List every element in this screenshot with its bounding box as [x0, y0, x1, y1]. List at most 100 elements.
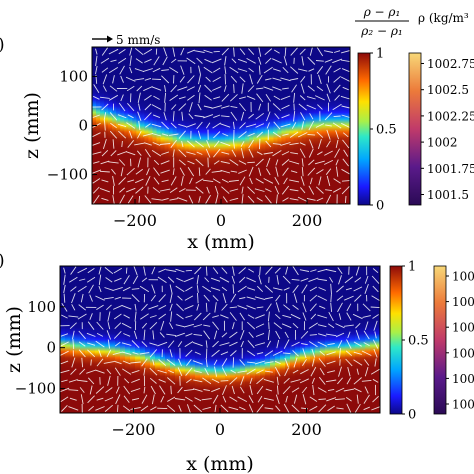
- velocity-arrow: [81, 357, 84, 368]
- velocity-arrow: [264, 285, 274, 293]
- velocity-arrow: [178, 358, 182, 367]
- velocity-arrow: [197, 130, 202, 139]
- velocity-arrow: [117, 123, 127, 128]
- heat-column: [295, 266, 301, 413]
- velocity-arrow: [87, 268, 95, 274]
- velocity-arrow: [112, 351, 123, 356]
- heat-column: [160, 47, 166, 204]
- heat-column: [237, 47, 242, 204]
- velocity-arrow: [341, 122, 350, 129]
- velocity-arrow: [101, 67, 109, 73]
- velocity-arrow: [372, 339, 379, 349]
- bottom-velocity-arrows: [60, 266, 380, 413]
- velocity-arrow: [254, 360, 266, 365]
- heat-column: [85, 266, 91, 413]
- velocity-arrow: [255, 158, 264, 167]
- velocity-arrow: [102, 85, 107, 92]
- velocity-arrow: [210, 287, 221, 291]
- heat-column: [215, 266, 221, 413]
- velocity-arrow: [87, 377, 95, 385]
- velocity-arrow: [127, 179, 135, 183]
- velocity-arrow: [132, 275, 139, 285]
- velocity-arrow: [276, 385, 279, 395]
- velocity-arrow: [317, 314, 328, 319]
- velocity-arrow: [103, 361, 115, 364]
- velocity-arrow: [167, 276, 175, 283]
- velocity-arrow: [178, 405, 182, 412]
- velocity-arrow: [69, 276, 78, 283]
- velocity-arrow: [110, 150, 117, 157]
- velocity-arrow: [185, 286, 193, 292]
- heat-column: [105, 266, 111, 413]
- velocity-arrow: [68, 406, 79, 411]
- velocity-arrow: [86, 276, 96, 283]
- velocity-arrow: [301, 343, 308, 346]
- heat-column: [270, 266, 276, 413]
- x-axis-label: x (mm): [187, 231, 255, 253]
- velocity-arrow: [307, 133, 316, 136]
- velocity-arrow: [205, 302, 208, 312]
- velocity-arrow: [95, 295, 105, 301]
- velocity-arrow: [374, 331, 377, 339]
- velocity-arrow: [151, 123, 162, 128]
- velocity-arrow: [143, 367, 146, 376]
- velocity-arrow: [188, 102, 193, 112]
- velocity-arrow: [130, 361, 141, 364]
- heat-column: [110, 266, 116, 413]
- velocity-arrow: [186, 86, 195, 91]
- heat-column: [100, 47, 105, 204]
- heat-column: [375, 266, 380, 413]
- velocity-arrow: [195, 158, 204, 167]
- velocity-arrow: [282, 352, 291, 355]
- velocity-arrow: [86, 369, 97, 374]
- velocity-arrow: [221, 93, 230, 102]
- velocity-arrow: [292, 304, 299, 310]
- velocity-arrow: [196, 121, 203, 130]
- velocity-arrow: [239, 122, 246, 129]
- y-tick-label: −100: [47, 166, 88, 184]
- velocity-arrow: [101, 103, 109, 111]
- heat-column: [315, 266, 321, 413]
- velocity-arrow: [222, 293, 227, 304]
- velocity-arrow: [133, 330, 138, 340]
- velocity-arrow: [213, 359, 218, 366]
- velocity-arrow: [221, 115, 230, 118]
- heat-column: [240, 266, 246, 413]
- velocity-arrow: [168, 369, 175, 374]
- velocity-arrow: [248, 148, 254, 158]
- velocity-arrow: [177, 86, 188, 91]
- velocity-arrow: [247, 161, 255, 164]
- velocity-arrow: [121, 342, 132, 346]
- heat-column: [325, 266, 331, 413]
- velocity-arrow: [158, 305, 167, 310]
- velocity-arrow: [222, 196, 228, 203]
- velocity-arrow: [247, 314, 255, 319]
- velocity-arrow: [158, 313, 167, 320]
- velocity-arrow: [316, 131, 324, 138]
- velocity-arrow: [60, 341, 69, 347]
- heat-column: [221, 47, 226, 204]
- velocity-arrow: [134, 311, 137, 322]
- velocity-arrow: [232, 266, 235, 276]
- velocity-arrow: [68, 315, 79, 318]
- heat-column: [120, 266, 126, 413]
- velocity-arrow: [164, 85, 167, 92]
- velocity-arrow: [266, 303, 272, 312]
- velocity-arrow: [151, 266, 156, 275]
- velocity-arrow: [131, 378, 140, 383]
- velocity-arrow: [317, 268, 328, 273]
- velocity-arrow: [187, 167, 195, 177]
- heat-column: [205, 266, 211, 413]
- velocity-arrow: [284, 331, 289, 339]
- velocity-arrow: [108, 94, 119, 101]
- ratio-colorbar-title: ρ − ρ₁ ρ₂ − ρ₁: [355, 5, 409, 38]
- x-tick-label: 0: [216, 211, 226, 230]
- velocity-arrow: [274, 267, 281, 274]
- velocity-arrow: [337, 302, 343, 313]
- velocity-arrow: [177, 386, 183, 394]
- heat-column: [329, 47, 335, 204]
- velocity-arrow: [186, 404, 191, 413]
- velocity-arrow: [299, 48, 306, 55]
- velocity-arrow: [309, 113, 314, 120]
